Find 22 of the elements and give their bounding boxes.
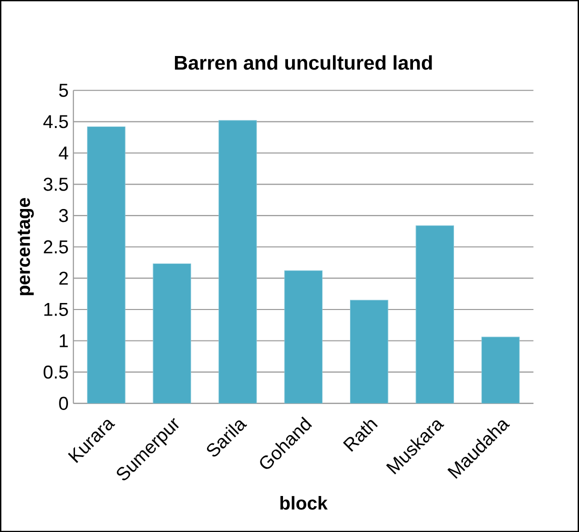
bar	[350, 300, 388, 404]
bar	[481, 336, 520, 404]
bar	[284, 270, 323, 404]
y-tick-label: 0	[59, 396, 68, 410]
y-tick-label: 0.5	[44, 365, 68, 379]
y-tick-label: 1	[60, 334, 68, 348]
bar	[152, 263, 192, 404]
chart-title: Barren and uncultured land	[174, 55, 432, 70]
bar	[416, 225, 454, 404]
y-tick-label: 5	[59, 84, 68, 97]
y-tick-label: 4	[58, 146, 68, 160]
y-tick-label: 3	[59, 208, 68, 222]
x-tick-label: Rath	[342, 420, 378, 452]
y-tick-label: 3.5	[44, 178, 68, 191]
y-tick-label: 2	[59, 272, 68, 285]
x-axis-title: block	[280, 496, 328, 510]
bar	[87, 126, 126, 404]
y-tick-label: 4.5	[43, 115, 68, 128]
y-tick-label: 2.5	[44, 240, 68, 254]
y-tick-label: 1.5	[44, 302, 68, 316]
y-axis-title: percentage	[18, 198, 34, 296]
bar	[218, 120, 257, 404]
